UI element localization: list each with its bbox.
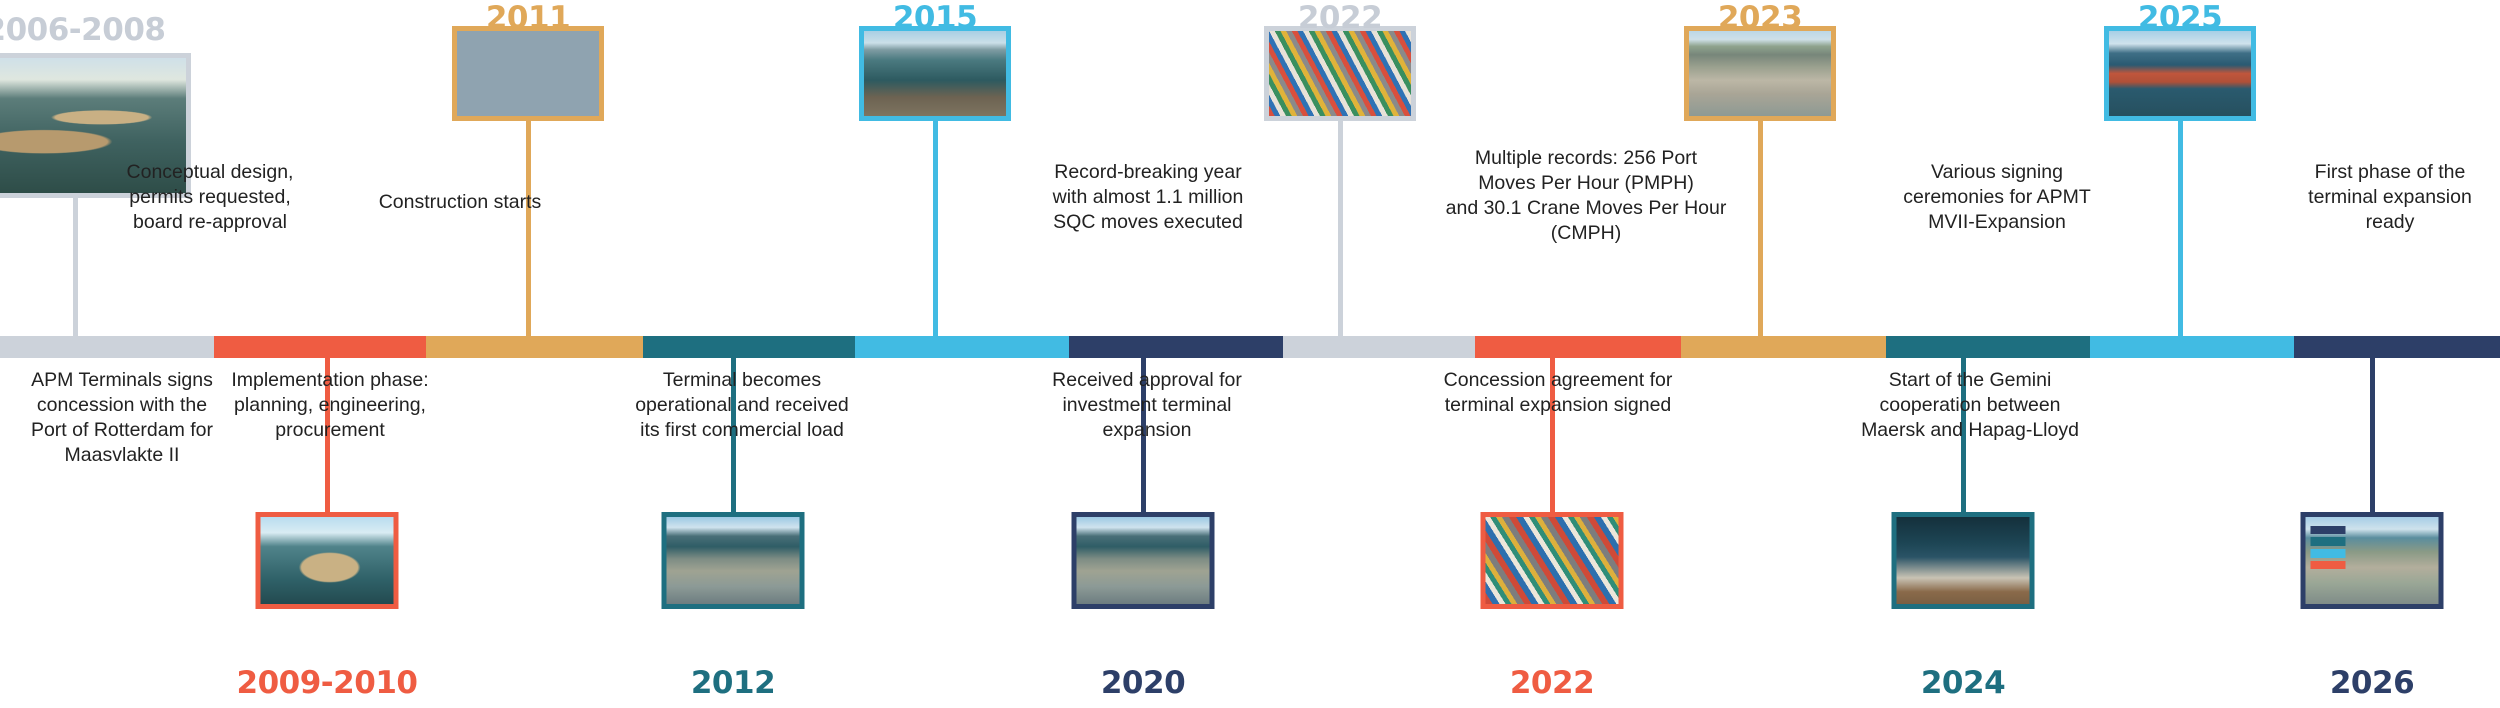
photo-b2020: [1071, 512, 1215, 609]
photo-terminal-expansion-render: [2305, 517, 2439, 604]
segment-2006-2008: [0, 336, 215, 358]
photo-e2022t: [1264, 26, 1416, 121]
year-label-b2026: 2026: [2329, 665, 2415, 701]
year-label-b2022: 2022: [1509, 665, 1595, 701]
year-label-b2024: 2024: [1920, 665, 2006, 701]
photo-signing-ceremony-group: [1896, 517, 2030, 604]
photo-b2012: [661, 512, 805, 609]
photo-e2025: [2104, 26, 2256, 121]
photo-e2011: [452, 26, 604, 121]
aerial-photo-maasvlakte-landfill: [0, 58, 186, 193]
connector-line-e2015: [932, 121, 938, 338]
connector-line-e2025: [2177, 121, 2183, 338]
photo-b2022: [1480, 512, 1624, 609]
segment-2015: [854, 336, 1070, 358]
connector-line-b2024: [1960, 358, 1966, 512]
segment-2023: [1680, 336, 1887, 358]
aerial-photo-terminal-buildings: [1689, 31, 1831, 116]
segment-2012: [642, 336, 855, 358]
aerial-photo-container-yard: [1485, 517, 1619, 604]
photo-b2026: [2300, 512, 2444, 609]
description-e2022t: Record-breaking year with almost 1.1 mil…: [1052, 161, 1244, 233]
aerial-photo-terminal-quay-cranes: [864, 31, 1006, 116]
connector-line-b2022: [1549, 358, 1555, 512]
connector-line-e2023: [1757, 121, 1763, 338]
photo-b2009: [255, 512, 399, 609]
description-b2020: Received approval for investment termina…: [1052, 369, 1242, 441]
description-b2012: Terminal becomes operational and receive…: [635, 369, 849, 441]
year-label-e2023: 2023: [1717, 0, 1803, 36]
description-e2026t: First phase of the terminal expansion re…: [2308, 161, 2472, 233]
segment-2022-top: [1283, 336, 1475, 358]
description-e2023: Multiple records: 256 Port Moves Per Hou…: [1445, 147, 1727, 244]
connector-line-e2022t: [1337, 121, 1343, 338]
legend-chip: [2310, 525, 2346, 535]
legend-chip: [2310, 537, 2346, 546]
aerial-photo-terminal-under-construction: [666, 517, 800, 604]
description-b2009: Implementation phase: planning, engineer…: [231, 369, 429, 441]
timeline-bar: [0, 336, 2500, 358]
segment-2011: [426, 336, 643, 358]
year-label-b2012: 2012: [690, 665, 776, 701]
year-label-e2025: 2025: [2137, 0, 2223, 36]
connector-line-b2020: [1140, 358, 1146, 512]
segment-2024: [1886, 336, 2091, 358]
photo-e2023: [1684, 26, 1836, 121]
connector-line-b2026: [2369, 358, 2375, 512]
aerial-photo-harbour-basin: [457, 31, 599, 116]
description-e2025: Various signing ceremonies for APMT MVII…: [1903, 161, 2091, 233]
photo-e2006: [0, 53, 191, 198]
segment-2025: [2090, 336, 2295, 358]
description-e2011: Conceptual design, permits requested, bo…: [126, 161, 294, 233]
description-b2006: APM Terminals signs concession with the …: [30, 369, 214, 466]
legend-chip: [2310, 548, 2346, 558]
aerial-photo-terminal-port-overview: [1076, 517, 1210, 604]
year-label-e2011: 2011: [485, 0, 571, 36]
map-legend-overlay: [2310, 525, 2346, 580]
photo-container-ship-at-berth: [2109, 31, 2251, 116]
year-label-e2006: 2006-2008: [0, 12, 166, 48]
segment-2026: [2294, 336, 2500, 358]
connector-line-b2009: [324, 358, 330, 512]
aerial-photo-container-stacks: [1269, 31, 1411, 116]
segment-2020: [1069, 336, 1284, 358]
photo-e2015: [859, 26, 1011, 121]
aerial-photo-reclaimed-land: [260, 517, 394, 604]
connector-line-b2012: [730, 358, 736, 512]
connector-line-e2011: [525, 121, 531, 338]
year-label-b2020: 2020: [1100, 665, 1186, 701]
legend-chip: [2310, 560, 2346, 570]
description-e2015: Construction starts: [378, 191, 542, 213]
segment-2022-bottom: [1474, 336, 1681, 358]
year-label-b2009: 2009-2010: [236, 665, 418, 701]
segment-2009-2010: [214, 336, 427, 358]
description-b2024: Start of the Gemini cooperation between …: [1861, 369, 2079, 441]
description-b2022: Concession agreement for terminal expans…: [1443, 369, 1673, 416]
connector-line-e2006: [72, 198, 78, 338]
year-label-e2022t: 2022: [1297, 0, 1383, 36]
year-label-e2015: 2015: [892, 0, 978, 36]
photo-b2024: [1891, 512, 2035, 609]
